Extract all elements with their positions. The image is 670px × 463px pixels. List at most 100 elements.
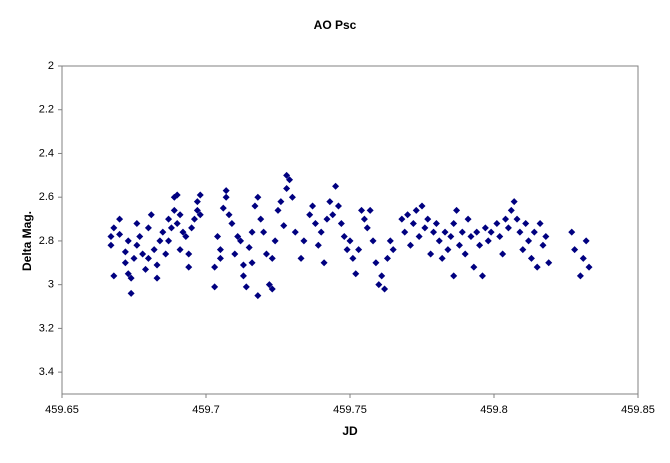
point xyxy=(585,263,593,271)
point xyxy=(156,237,164,245)
point xyxy=(502,215,510,223)
point xyxy=(545,259,553,267)
x-axis-label: JD xyxy=(342,424,358,438)
point xyxy=(398,215,406,223)
point xyxy=(401,228,409,236)
point xyxy=(493,219,501,227)
point xyxy=(372,259,380,267)
point xyxy=(159,228,167,236)
point xyxy=(306,211,314,219)
point xyxy=(409,219,417,227)
point xyxy=(343,246,351,254)
point xyxy=(107,241,115,249)
point xyxy=(165,237,173,245)
point xyxy=(257,215,265,223)
point xyxy=(438,254,446,262)
y-tick-label: 2.6 xyxy=(39,191,54,203)
point xyxy=(147,211,155,219)
point xyxy=(297,254,305,262)
point xyxy=(527,254,535,262)
point xyxy=(211,283,219,291)
point xyxy=(121,259,129,267)
point xyxy=(487,228,495,236)
point xyxy=(510,198,518,206)
x-tick-label: 459.85 xyxy=(621,404,655,416)
point xyxy=(352,270,360,278)
point xyxy=(539,241,547,249)
point xyxy=(268,254,276,262)
point xyxy=(332,182,340,190)
point xyxy=(248,259,256,267)
point xyxy=(576,272,584,280)
point xyxy=(450,272,458,280)
point xyxy=(228,219,236,227)
y-tick-label: 3 xyxy=(48,279,54,291)
point xyxy=(239,261,247,269)
point xyxy=(121,248,129,256)
point xyxy=(568,228,576,236)
point xyxy=(193,206,201,214)
point xyxy=(360,215,368,223)
point xyxy=(222,193,230,201)
point xyxy=(378,272,386,280)
point xyxy=(107,233,115,241)
point xyxy=(142,265,150,273)
point xyxy=(116,230,124,238)
point xyxy=(355,246,363,254)
point xyxy=(288,193,296,201)
point xyxy=(188,224,196,232)
point xyxy=(216,246,224,254)
point xyxy=(389,246,397,254)
point xyxy=(381,285,389,293)
point xyxy=(470,263,478,271)
point xyxy=(369,237,377,245)
point xyxy=(481,224,489,232)
point xyxy=(291,228,299,236)
point xyxy=(530,228,538,236)
point xyxy=(133,241,141,249)
point xyxy=(153,274,161,282)
point xyxy=(309,202,317,210)
point xyxy=(496,233,504,241)
point xyxy=(127,274,135,282)
point xyxy=(182,233,190,241)
point xyxy=(116,215,124,223)
point xyxy=(139,250,147,258)
point xyxy=(412,206,420,214)
point xyxy=(225,211,233,219)
point xyxy=(173,191,181,199)
point xyxy=(507,206,515,214)
point xyxy=(424,215,432,223)
point xyxy=(133,219,141,227)
point xyxy=(432,219,440,227)
point xyxy=(179,228,187,236)
point xyxy=(193,198,201,206)
point xyxy=(314,241,322,249)
point xyxy=(542,233,550,241)
point xyxy=(170,206,178,214)
point xyxy=(311,219,319,227)
point xyxy=(533,263,541,271)
point xyxy=(124,237,132,245)
point xyxy=(136,233,144,241)
point xyxy=(268,285,276,293)
point xyxy=(406,241,414,249)
y-tick-label: 2.2 xyxy=(39,104,54,116)
point xyxy=(196,211,204,219)
point xyxy=(461,250,469,258)
point xyxy=(383,254,391,262)
point xyxy=(366,206,374,214)
point xyxy=(176,246,184,254)
point xyxy=(242,283,250,291)
y-tick-label: 2.4 xyxy=(39,147,54,159)
point xyxy=(499,250,507,258)
point xyxy=(283,184,291,192)
point xyxy=(254,193,262,201)
point xyxy=(219,204,227,212)
point xyxy=(124,270,132,278)
point xyxy=(525,237,533,245)
point xyxy=(441,228,449,236)
point xyxy=(516,228,524,236)
point xyxy=(234,233,242,241)
